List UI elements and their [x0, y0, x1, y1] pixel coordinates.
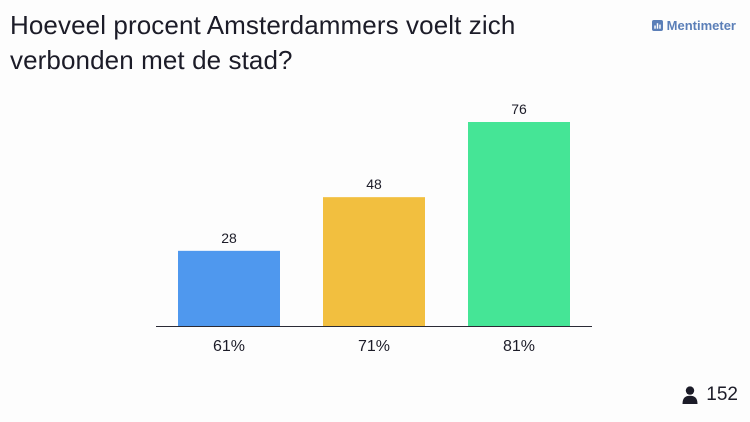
category-label: 81%: [503, 338, 535, 355]
mentimeter-logo-icon: [651, 20, 663, 31]
bar-1: [178, 250, 280, 326]
category-label: 71%: [358, 338, 390, 355]
brand-logo: Mentimeter: [651, 18, 736, 33]
brand-name: Mentimeter: [666, 18, 736, 33]
participant-count: 152: [682, 384, 738, 406]
category-label: 61%: [213, 338, 245, 355]
person-icon: [682, 386, 698, 404]
participant-count-value: 152: [706, 384, 738, 405]
bar-2: [323, 197, 425, 326]
question-title: Hoeveel procent Amsterdammers voelt zich…: [10, 10, 516, 75]
bar-value-label: 48: [366, 176, 382, 192]
bar-3: [468, 122, 570, 326]
bar-value-label: 76: [511, 101, 527, 117]
bar-value-label: 28: [221, 230, 237, 246]
